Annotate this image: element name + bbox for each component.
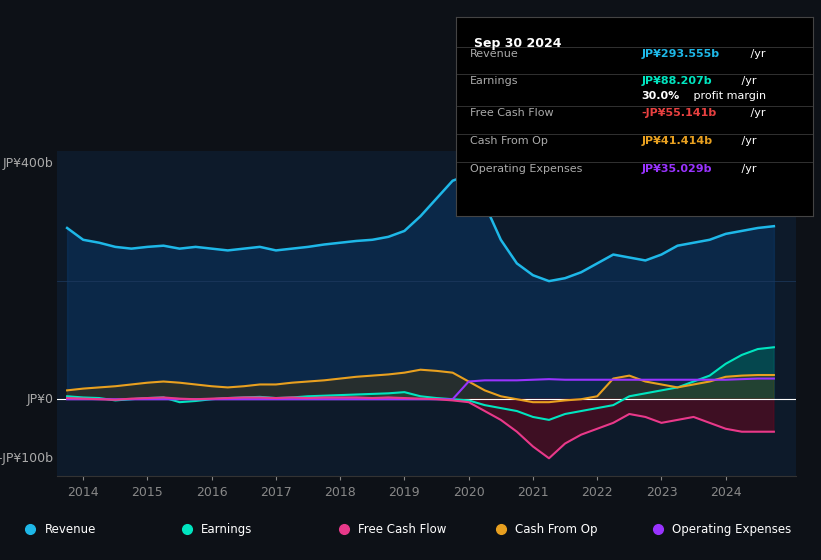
Text: JP¥88.207b: JP¥88.207b [641, 77, 712, 86]
Text: JP¥0: JP¥0 [27, 393, 54, 406]
Text: Free Cash Flow: Free Cash Flow [470, 108, 553, 118]
Text: Cash From Op: Cash From Op [470, 136, 548, 146]
Text: /yr: /yr [738, 136, 756, 146]
Text: Free Cash Flow: Free Cash Flow [358, 522, 447, 536]
Text: Operating Expenses: Operating Expenses [470, 164, 582, 174]
Text: JP¥41.414b: JP¥41.414b [641, 136, 713, 146]
Text: Earnings: Earnings [201, 522, 253, 536]
Text: Revenue: Revenue [44, 522, 96, 536]
Text: Earnings: Earnings [470, 77, 518, 86]
Text: /yr: /yr [738, 77, 756, 86]
Text: JP¥293.555b: JP¥293.555b [641, 49, 719, 59]
Text: JP¥400b: JP¥400b [3, 156, 54, 170]
Text: /yr: /yr [738, 164, 756, 174]
Text: 30.0%: 30.0% [641, 91, 680, 101]
Text: Sep 30 2024: Sep 30 2024 [474, 37, 561, 50]
Text: Revenue: Revenue [470, 49, 519, 59]
Text: /yr: /yr [747, 108, 766, 118]
Text: Cash From Op: Cash From Op [515, 522, 598, 536]
Text: JP¥35.029b: JP¥35.029b [641, 164, 712, 174]
Text: -JP¥55.141b: -JP¥55.141b [641, 108, 717, 118]
Text: profit margin: profit margin [690, 91, 766, 101]
Text: -JP¥100b: -JP¥100b [0, 452, 54, 465]
Text: /yr: /yr [747, 49, 766, 59]
Text: Operating Expenses: Operating Expenses [672, 522, 791, 536]
